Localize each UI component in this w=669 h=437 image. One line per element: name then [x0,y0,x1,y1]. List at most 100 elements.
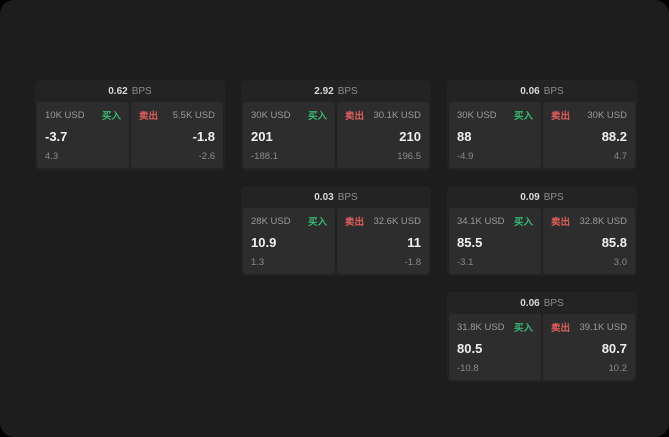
buy-price: 10.9 [251,235,277,250]
buy-label[interactable]: 买入 [513,111,533,122]
buy-delta: -3.1 [457,257,474,268]
sell-panel-top: 卖出 32.6K USD [345,214,421,229]
quote-card: 0.06 BPS 31.8K USD 买入 80.5 -10.8 卖出 39.1… [447,292,637,382]
buy-delta: 4.3 [45,151,59,162]
sell-delta: 10.2 [608,363,628,374]
sell-panel[interactable]: 卖出 32.6K USD 11 -1.8 [337,208,429,274]
buy-size: 30K USD [251,109,291,121]
quote-panels: 28K USD 买入 10.9 1.3 卖出 32.6K USD 11 -1.8 [241,208,431,276]
sell-panel-top: 卖出 39.1K USD [551,320,627,335]
sell-panel[interactable]: 卖出 30.1K USD 210 196.5 [337,102,429,168]
buy-panel[interactable]: 34.1K USD 买入 85.5 -3.1 [449,208,541,274]
card-header: 0.03 BPS [241,186,431,208]
cards-grid: 0.62 BPS 10K USD 买入 -3.7 4.3 卖出 5.5K USD… [35,80,637,382]
sell-price: 11 [407,235,421,250]
buy-size: 28K USD [251,215,291,227]
buy-panel[interactable]: 30K USD 买入 201 -188.1 [243,102,335,168]
bps-unit-label: BPS [337,85,358,97]
bps-unit-label: BPS [543,191,564,203]
sell-delta: 4.7 [613,151,627,162]
card-header: 2.92 BPS [241,80,431,102]
buy-label[interactable]: 买入 [513,217,533,228]
buy-panel-top: 34.1K USD 买入 [457,214,533,229]
quote-card: 2.92 BPS 30K USD 买入 201 -188.1 卖出 30.1K … [241,80,431,170]
bps-unit-label: BPS [131,85,152,97]
buy-panel-top: 10K USD 买入 [45,108,121,123]
buy-delta: 1.3 [251,257,265,268]
quote-card: 0.03 BPS 28K USD 买入 10.9 1.3 卖出 32.6K US… [241,186,431,276]
sell-panel[interactable]: 卖出 32.8K USD 85.8 3.0 [543,208,635,274]
buy-delta: -4.9 [457,151,474,162]
card-header: 0.62 BPS [35,80,225,102]
sell-label[interactable]: 卖出 [551,217,571,228]
card-header: 0.06 BPS [447,80,637,102]
quote-panels: 34.1K USD 买入 85.5 -3.1 卖出 32.8K USD 85.8… [447,208,637,276]
buy-panel-top: 30K USD 买入 [251,108,327,123]
buy-panel[interactable]: 10K USD 买入 -3.7 4.3 [37,102,129,168]
sell-delta: -1.8 [404,257,421,268]
buy-size: 31.8K USD [457,321,505,333]
bps-unit-label: BPS [543,85,564,97]
buy-size: 34.1K USD [457,215,505,227]
buy-delta: -188.1 [251,151,278,162]
buy-panel[interactable]: 31.8K USD 买入 80.5 -10.8 [449,314,541,380]
buy-size: 30K USD [457,109,497,121]
buy-label[interactable]: 买入 [307,217,327,228]
sell-delta: -2.6 [198,151,215,162]
quote-card: 0.06 BPS 30K USD 买入 88 -4.9 卖出 30K USD 8… [447,80,637,170]
bps-unit-label: BPS [543,297,564,309]
card-header: 0.09 BPS [447,186,637,208]
buy-label[interactable]: 买入 [513,323,533,334]
bps-value: 0.06 [520,85,540,97]
bps-value: 0.09 [520,191,540,203]
buy-price: 80.5 [457,341,483,356]
bps-value: 0.62 [108,85,128,97]
sell-delta: 196.5 [397,151,421,162]
sell-panel[interactable]: 卖出 30K USD 88.2 4.7 [543,102,635,168]
sell-label[interactable]: 卖出 [139,111,159,122]
sell-label[interactable]: 卖出 [551,111,571,122]
buy-delta: -10.8 [457,363,479,374]
card-header: 0.06 BPS [447,292,637,314]
sell-size: 30K USD [587,109,627,121]
buy-price: 201 [251,129,273,144]
sell-panel[interactable]: 卖出 5.5K USD -1.8 -2.6 [131,102,223,168]
sell-label[interactable]: 卖出 [551,323,571,334]
sell-size: 5.5K USD [172,109,215,121]
quote-card: 0.09 BPS 34.1K USD 买入 85.5 -3.1 卖出 32.8K… [447,186,637,276]
buy-panel[interactable]: 28K USD 买入 10.9 1.3 [243,208,335,274]
sell-panel-top: 卖出 5.5K USD [139,108,215,123]
buy-label[interactable]: 买入 [307,111,327,122]
sell-size: 32.8K USD [579,215,627,227]
buy-panel-top: 30K USD 买入 [457,108,533,123]
buy-label[interactable]: 买入 [101,111,121,122]
bps-unit-label: BPS [337,191,358,203]
sell-panel-top: 卖出 30K USD [551,108,627,123]
sell-size: 39.1K USD [579,321,627,333]
sell-price: 85.8 [601,235,627,250]
sell-panel[interactable]: 卖出 39.1K USD 80.7 10.2 [543,314,635,380]
quote-panels: 31.8K USD 买入 80.5 -10.8 卖出 39.1K USD 80.… [447,314,637,382]
sell-price: 210 [399,129,421,144]
quote-card: 0.62 BPS 10K USD 买入 -3.7 4.3 卖出 5.5K USD… [35,80,225,170]
sell-panel-top: 卖出 30.1K USD [345,108,421,123]
buy-price: 85.5 [457,235,483,250]
buy-price: 88 [457,129,472,144]
buy-price: -3.7 [45,129,68,144]
buy-panel[interactable]: 30K USD 买入 88 -4.9 [449,102,541,168]
sell-panel-top: 卖出 32.8K USD [551,214,627,229]
sell-price: 80.7 [601,341,627,356]
sell-price: 88.2 [601,129,627,144]
sell-label[interactable]: 卖出 [345,111,365,122]
quote-panels: 10K USD 买入 -3.7 4.3 卖出 5.5K USD -1.8 -2.… [35,102,225,170]
sell-price: -1.8 [192,129,215,144]
sell-size: 32.6K USD [373,215,421,227]
buy-size: 10K USD [45,109,85,121]
buy-panel-top: 31.8K USD 买入 [457,320,533,335]
sell-delta: 3.0 [613,257,627,268]
buy-panel-top: 28K USD 买入 [251,214,327,229]
bps-value: 2.92 [314,85,334,97]
bps-value: 0.03 [314,191,334,203]
sell-label[interactable]: 卖出 [345,217,365,228]
